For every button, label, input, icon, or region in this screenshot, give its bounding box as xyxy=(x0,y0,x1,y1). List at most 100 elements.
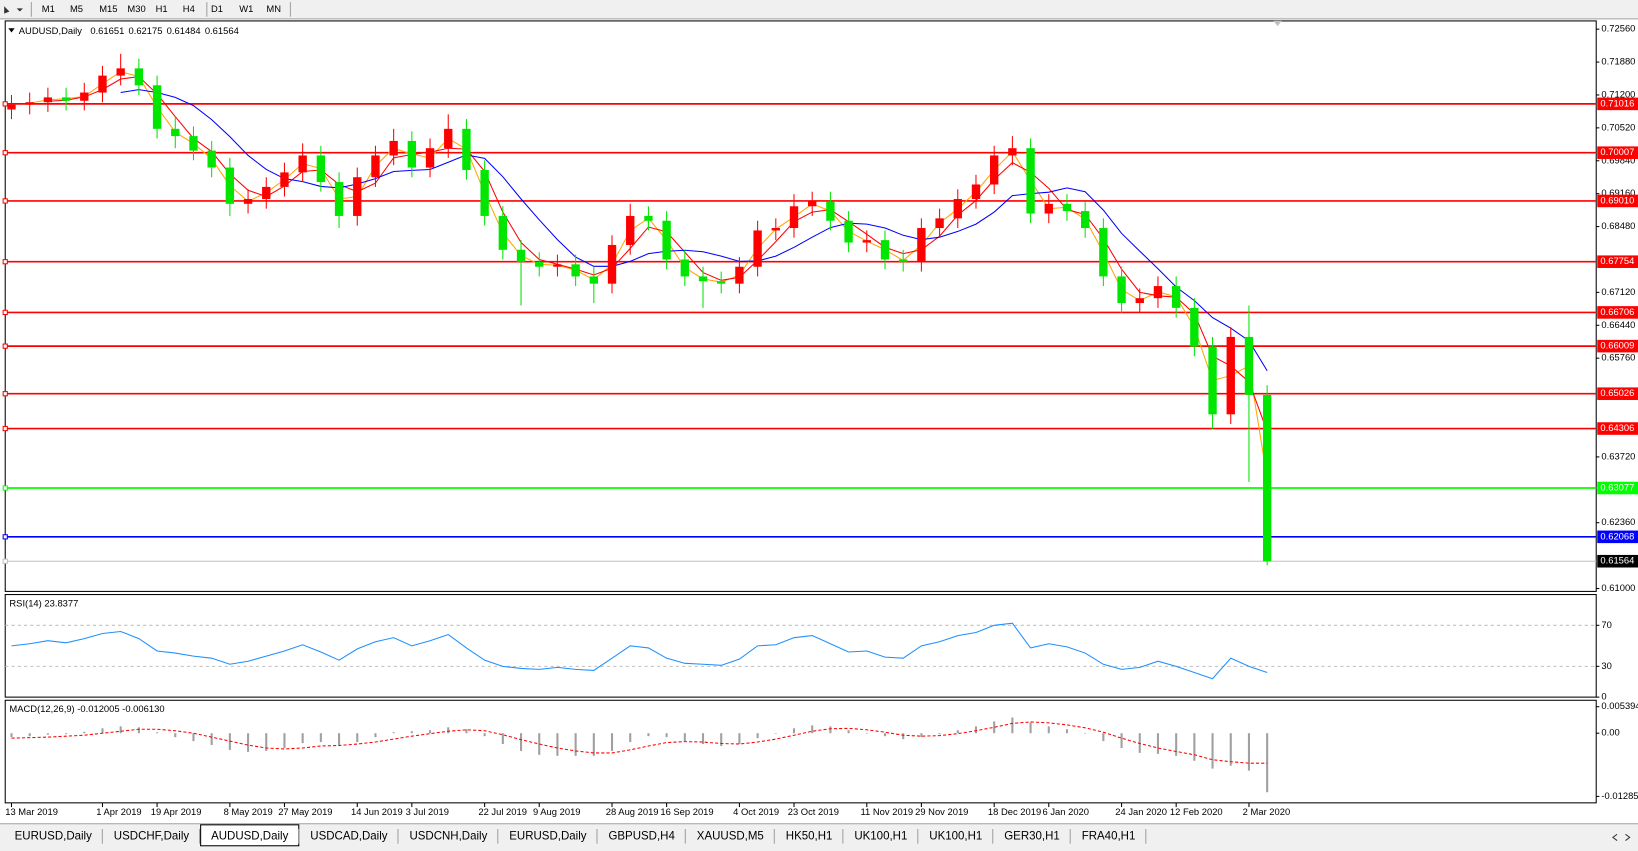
timeframe-button[interactable]: MN xyxy=(266,3,281,14)
macd-bar xyxy=(156,732,159,734)
macd-bar xyxy=(210,733,213,746)
macd-bar xyxy=(811,725,814,734)
macd-bar xyxy=(374,733,377,738)
macd-bar xyxy=(83,731,86,734)
macd-bar xyxy=(902,733,905,740)
timeframe-button[interactable]: M15 xyxy=(99,3,117,14)
timeframe-button[interactable]: M30 xyxy=(127,3,145,14)
level-handle xyxy=(2,425,8,432)
candle-body xyxy=(571,264,580,277)
macd-bar xyxy=(556,733,559,756)
macd-bar xyxy=(865,733,868,734)
macd-bar xyxy=(1084,733,1087,734)
tab-label[interactable]: AUDUSD,Daily xyxy=(211,830,288,842)
tab-label[interactable]: FRA40,H1 xyxy=(1082,830,1136,842)
tab-label[interactable]: EURUSD,Daily xyxy=(509,830,586,842)
macd-bar xyxy=(338,733,341,746)
tab[interactable] xyxy=(993,826,1071,845)
candle-body xyxy=(789,206,799,229)
tab-label[interactable]: USDCHF,Daily xyxy=(114,830,190,842)
candle-body xyxy=(680,259,689,277)
tab[interactable] xyxy=(598,826,686,845)
tab-label[interactable]: UK100,H1 xyxy=(854,830,907,842)
level-handle xyxy=(2,198,8,204)
macd-bar xyxy=(137,727,140,734)
candle-body xyxy=(735,266,744,284)
tab-label[interactable]: HK50,H1 xyxy=(786,830,833,842)
macd-bar xyxy=(65,733,68,735)
x-tick-label: 11 Nov 2019 xyxy=(861,806,914,817)
level-label-box xyxy=(1597,146,1638,159)
dropdown-icon[interactable] xyxy=(16,8,23,12)
candle-body xyxy=(189,136,198,151)
candle-body xyxy=(1244,336,1254,395)
rsi-line xyxy=(11,622,1268,680)
y-tick-label: 0.63720 xyxy=(1601,450,1635,461)
x-tick-label: 18 Dec 2019 xyxy=(988,806,1041,817)
tab[interactable] xyxy=(918,826,993,845)
macd-bar xyxy=(720,733,723,747)
tab-label[interactable]: USDCAD,Daily xyxy=(310,830,387,842)
timeframe-button[interactable]: M1 xyxy=(42,3,55,14)
candle-body xyxy=(7,104,16,110)
candle-body xyxy=(80,92,89,101)
macd-bar xyxy=(683,733,686,742)
macd-bar xyxy=(1229,733,1232,766)
level-label: 0.70007 xyxy=(1600,146,1634,157)
macd-bar xyxy=(465,729,468,734)
macd-bar xyxy=(265,733,268,751)
candle-body xyxy=(25,102,34,105)
tab-label[interactable]: USDCNH,Daily xyxy=(409,830,487,842)
tab[interactable] xyxy=(299,826,398,845)
timeframe-button[interactable]: D1 xyxy=(211,3,223,14)
tab[interactable] xyxy=(498,826,597,845)
macd-bar xyxy=(1047,726,1050,734)
cursor-icon[interactable] xyxy=(4,6,10,14)
candle-body xyxy=(280,172,289,187)
tab[interactable] xyxy=(4,826,103,845)
candle-body xyxy=(644,215,653,221)
macd-bar xyxy=(247,733,250,752)
level-label: 0.71016 xyxy=(1600,97,1634,108)
tab-scroll[interactable] xyxy=(1612,833,1631,841)
tab-label[interactable]: UK100,H1 xyxy=(929,830,982,842)
x-tick-label: 6 Jan 2020 xyxy=(1043,806,1090,817)
x-tick-label: 9 Aug 2019 xyxy=(533,806,581,817)
x-tick-label: 2 Mar 2020 xyxy=(1243,806,1291,817)
tab-label[interactable]: XAUUSD,M5 xyxy=(697,830,764,842)
y-tick-label: 0.72560 xyxy=(1601,23,1635,34)
candle-body xyxy=(262,186,271,199)
timeframe-button[interactable]: H1 xyxy=(156,3,168,14)
tab[interactable] xyxy=(686,826,775,845)
indicator-title: RSI(14) 23.8377 xyxy=(9,597,78,608)
macd-bar xyxy=(28,733,31,737)
tab[interactable] xyxy=(103,826,200,845)
level-label: 0.66009 xyxy=(1600,340,1634,351)
tab-label[interactable]: EURUSD,Daily xyxy=(15,830,92,842)
candle-body xyxy=(1026,148,1035,214)
y-tick-label: 0.005394 xyxy=(1601,700,1638,711)
candle-body xyxy=(771,228,780,231)
tab[interactable] xyxy=(1071,826,1146,845)
tab-label[interactable]: GBPUSD,H4 xyxy=(608,830,675,842)
level-label: 0.67754 xyxy=(1600,255,1634,266)
candle-body xyxy=(844,220,853,243)
tab[interactable] xyxy=(843,826,918,845)
moving-average xyxy=(120,89,1268,372)
macd-bar xyxy=(1029,722,1032,734)
timeframe-button[interactable]: M5 xyxy=(70,3,83,14)
candle-body xyxy=(298,155,307,173)
tab-label[interactable]: GER30,H1 xyxy=(1004,830,1060,842)
tab[interactable] xyxy=(775,826,843,845)
timeframe-button[interactable]: W1 xyxy=(239,3,253,14)
candle-body xyxy=(862,240,871,243)
macd-bar xyxy=(174,733,177,738)
level-label: 0.64306 xyxy=(1600,422,1634,433)
macd-bar xyxy=(1065,729,1069,734)
x-tick-label: 1 Apr 2019 xyxy=(96,806,141,817)
candle-body xyxy=(917,228,926,262)
candle-body xyxy=(498,215,508,250)
candle-body xyxy=(626,215,635,245)
timeframe-button[interactable]: H4 xyxy=(183,3,195,14)
tab[interactable] xyxy=(399,826,498,845)
